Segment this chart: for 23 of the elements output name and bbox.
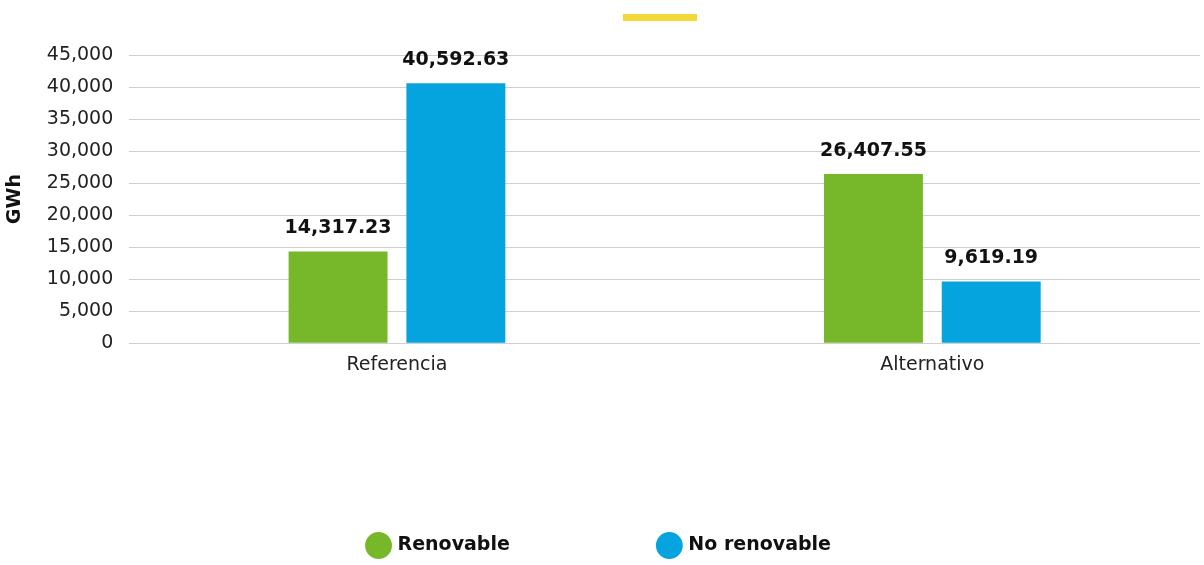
- legend-label: Renovable: [397, 532, 510, 555]
- data-label: 14,317.23: [284, 214, 392, 237]
- y-tick-label: 5,000: [58, 298, 114, 321]
- y-tick-label: 40,000: [46, 73, 114, 96]
- y-axis-title: GWh: [2, 174, 25, 225]
- x-tick-label: Referencia: [346, 351, 448, 374]
- y-tick-label: 0: [101, 330, 114, 353]
- bar: [406, 83, 506, 343]
- y-tick-label: 35,000: [46, 105, 114, 128]
- x-tick-label: Alternativo: [880, 351, 985, 374]
- legend-label: No renovable: [688, 532, 831, 555]
- data-label: 9,619.19: [944, 245, 1039, 268]
- y-tick-label: 30,000: [46, 138, 114, 160]
- data-label: 26,407.55: [819, 137, 927, 160]
- bar: [288, 251, 388, 343]
- bar: [941, 281, 1041, 343]
- y-tick-label: 20,000: [46, 202, 114, 225]
- y-tick-label: 15,000: [46, 234, 114, 257]
- bar: [823, 174, 923, 343]
- y-tick-label: 25,000: [46, 170, 114, 193]
- data-label: 40,592.63: [402, 46, 510, 69]
- y-tick-label: 10,000: [46, 266, 114, 289]
- y-tick-label: 45,000: [46, 41, 114, 64]
